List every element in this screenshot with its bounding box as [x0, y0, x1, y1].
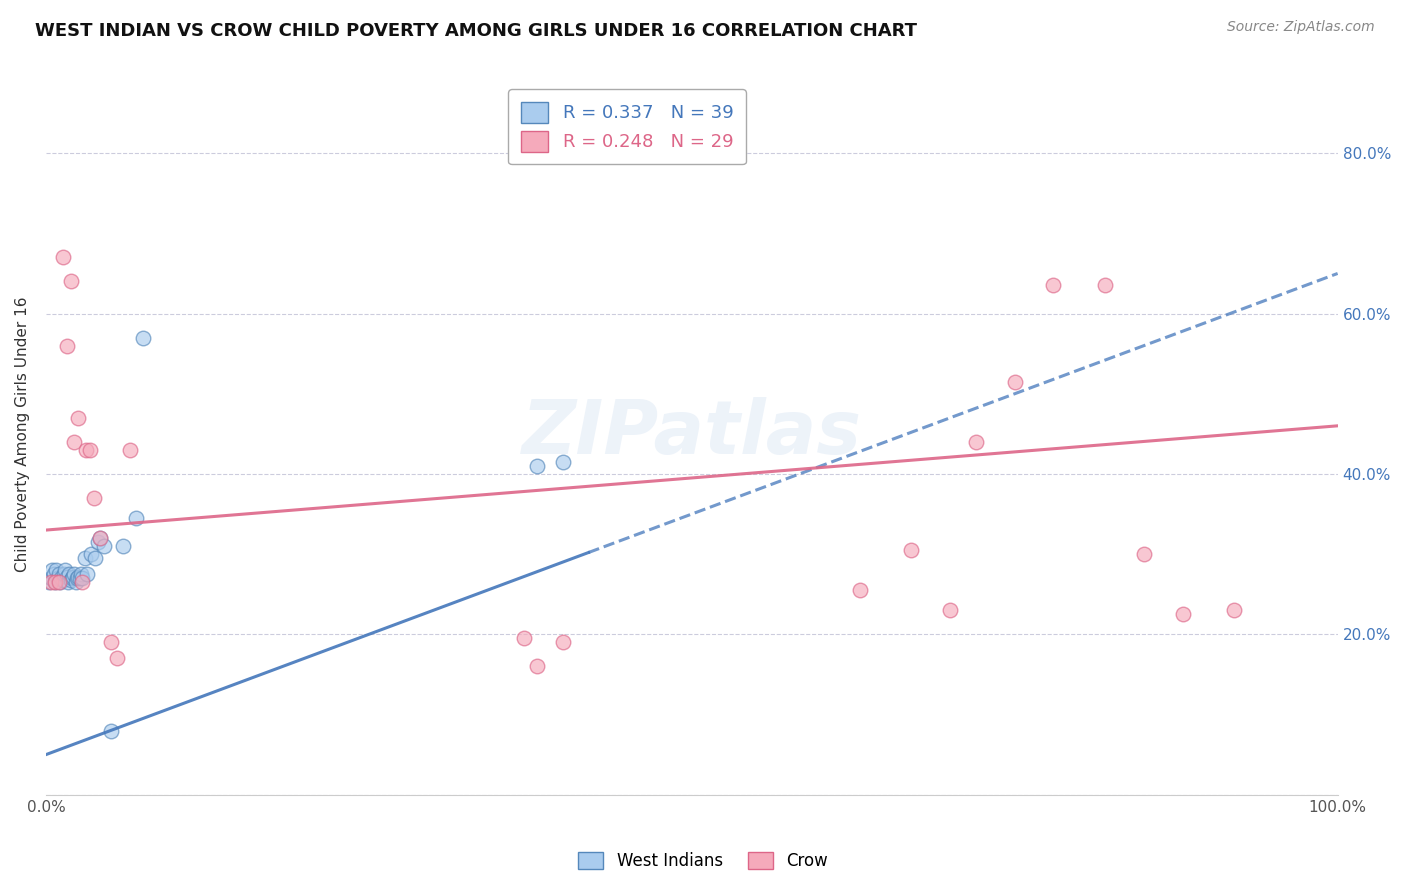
Point [52, 573, 75, 587]
Point [89, 531, 111, 545]
Point [53, 567, 76, 582]
Point [55, 338, 77, 352]
Point [62, 569, 84, 583]
Point [63, 434, 86, 449]
Point [53, 563, 76, 577]
Legend: R = 0.337   N = 39, R = 0.248   N = 29: R = 0.337 N = 39, R = 0.248 N = 29 [509, 89, 747, 164]
Text: Source: ZipAtlas.com: Source: ZipAtlas.com [1227, 20, 1375, 34]
Point [100, 723, 122, 738]
Point [60, 571, 83, 585]
Point [526, 458, 548, 473]
Point [125, 511, 148, 525]
Point [112, 539, 135, 553]
Point [132, 330, 155, 344]
Point [105, 651, 128, 665]
Point [69, 571, 91, 585]
Point [67, 569, 90, 583]
Point [46, 571, 69, 585]
Point [70, 575, 93, 590]
Point [1004, 375, 1026, 389]
Point [49, 575, 72, 590]
Point [83, 491, 105, 505]
Point [100, 635, 122, 649]
Point [1042, 278, 1064, 293]
Text: ZIPatlas: ZIPatlas [522, 397, 862, 470]
Point [93, 539, 115, 553]
Point [48, 567, 70, 582]
Point [39, 575, 62, 590]
Point [42, 567, 65, 582]
Point [59, 573, 82, 587]
Point [45, 563, 67, 577]
Point [44, 575, 66, 590]
Point [939, 603, 962, 617]
Point [59, 275, 82, 289]
Y-axis label: Child Poverty Among Girls Under 16: Child Poverty Among Girls Under 16 [15, 296, 30, 572]
Point [55, 569, 77, 583]
Point [73, 551, 96, 566]
Point [70, 567, 93, 582]
Point [63, 567, 86, 582]
Point [89, 531, 111, 545]
Point [75, 442, 97, 457]
Point [551, 455, 574, 469]
Point [86, 535, 108, 549]
Point [48, 575, 70, 590]
Point [52, 251, 75, 265]
Legend: West Indians, Crow: West Indians, Crow [572, 845, 834, 877]
Point [66, 571, 89, 585]
Point [526, 659, 548, 673]
Point [1133, 547, 1156, 561]
Point [76, 567, 98, 582]
Point [58, 567, 80, 582]
Point [1094, 278, 1116, 293]
Point [56, 575, 79, 590]
Point [900, 543, 922, 558]
Point [84, 551, 107, 566]
Point [51, 571, 73, 585]
Point [41, 563, 63, 577]
Point [513, 632, 536, 646]
Point [67, 410, 90, 425]
Point [79, 442, 101, 457]
Point [38, 575, 60, 590]
Text: WEST INDIAN VS CROW CHILD POVERTY AMONG GIRLS UNDER 16 CORRELATION CHART: WEST INDIAN VS CROW CHILD POVERTY AMONG … [35, 22, 917, 40]
Point [118, 442, 141, 457]
Point [551, 635, 574, 649]
Point [848, 583, 870, 598]
Point [44, 575, 66, 590]
Point [70, 571, 93, 585]
Point [39, 571, 62, 585]
Point [80, 547, 103, 561]
Point [1223, 603, 1246, 617]
Point [65, 575, 87, 590]
Point [1171, 607, 1194, 622]
Point [965, 434, 987, 449]
